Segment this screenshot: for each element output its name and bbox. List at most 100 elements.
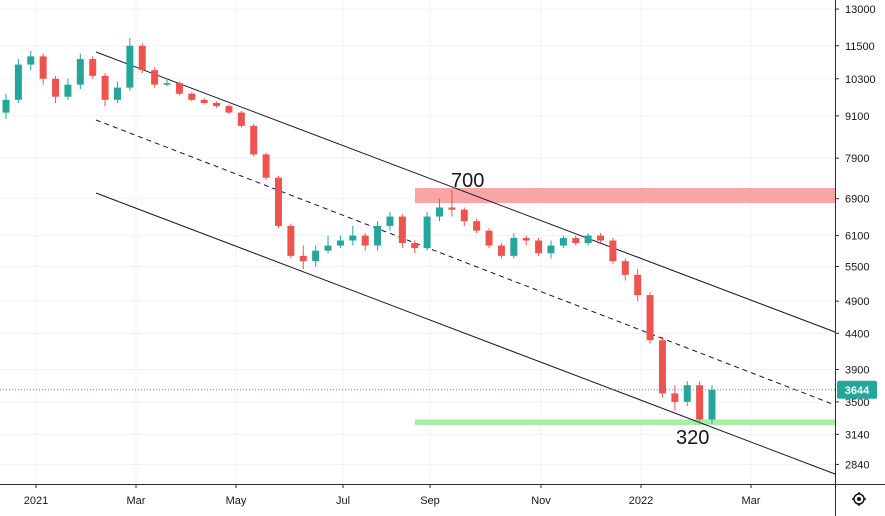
candle-body [200, 99, 208, 103]
candle-body [101, 75, 109, 100]
candle-body [287, 225, 295, 256]
candle-body [188, 93, 196, 100]
candle-body [460, 209, 468, 222]
candle-body [299, 255, 307, 262]
candle-body [151, 70, 159, 85]
candle-body [597, 235, 605, 241]
settings-gear-icon[interactable] [852, 492, 866, 506]
x-tick-label: Mar [742, 495, 761, 507]
candle-body [634, 274, 642, 296]
candle-body [547, 245, 555, 254]
candle-body [27, 56, 35, 65]
candle-body [696, 385, 704, 420]
candle-body [683, 385, 691, 402]
candle-body [39, 56, 47, 79]
candle-body [262, 154, 270, 178]
candle-body [621, 261, 629, 275]
x-tick-label: Jul [336, 495, 350, 507]
candle-body [336, 240, 344, 246]
candle-body [398, 216, 406, 244]
candle-body [225, 106, 233, 113]
resistance-zone [415, 188, 835, 204]
resistance-label: 700 [451, 170, 484, 192]
y-tick-label: 3900 [845, 364, 869, 376]
support-label: 320 [676, 427, 709, 449]
price-channel [95, 51, 836, 475]
y-tick-label: 3500 [845, 397, 869, 409]
candle-body [274, 177, 282, 226]
x-tick-label: May [226, 495, 247, 507]
x-tick-label: Mar [127, 495, 146, 507]
y-tick-label: 5500 [845, 262, 869, 274]
candle-body [349, 235, 357, 241]
candle-body [374, 225, 382, 246]
candle-body [572, 238, 580, 244]
candle-body [522, 238, 530, 241]
y-tick-label: 11500 [845, 41, 875, 53]
y-tick-label: 13000 [845, 4, 876, 16]
candle-body [423, 216, 431, 249]
candle-body [138, 45, 146, 71]
candle-body [250, 125, 258, 155]
candle-body [658, 340, 666, 394]
candle-body [14, 64, 22, 100]
candle-body [448, 207, 456, 210]
candle-body [76, 59, 84, 85]
candle-body [52, 78, 60, 97]
candle-body [473, 221, 481, 231]
x-tick-label: 2022 [629, 495, 653, 507]
candle-body [126, 45, 134, 88]
annotations: 700 320 [451, 170, 709, 449]
candle-body [324, 245, 332, 251]
y-tick-label: 9100 [845, 111, 869, 123]
y-tick-label: 3140 [845, 429, 869, 441]
channel-median-line [95, 119, 836, 406]
y-tick-label: 2840 [845, 459, 869, 471]
y-tick-label: 6100 [845, 231, 869, 243]
candle-body [361, 235, 369, 246]
y-tick-label: 4400 [845, 328, 869, 340]
candle-body [559, 238, 567, 246]
candle-body [237, 112, 245, 126]
candle-body [671, 393, 679, 402]
candle-body [646, 295, 654, 341]
y-axis-ticks: 13000 11500 10300 9100 7900 6900 6100 5500 4900 4… [835, 4, 876, 471]
current-price-badge-box [837, 380, 877, 399]
zones [415, 188, 835, 425]
candle-body [535, 240, 543, 254]
candle-body [497, 245, 505, 256]
x-tick-label: Nov [531, 495, 551, 507]
candle-body [2, 99, 10, 113]
candle-body [485, 230, 493, 246]
candle-body [584, 235, 592, 244]
candle-body [64, 84, 72, 97]
y-tick-label: 6900 [845, 194, 869, 206]
x-axis-ticks: 2021 Mar May Jul Sep Nov 2022 Mar [24, 484, 761, 507]
candle-body [386, 216, 394, 226]
y-tick-label: 10300 [845, 74, 876, 86]
candle-body [436, 207, 444, 217]
x-tick-label: 2021 [24, 495, 48, 507]
support-zone [415, 419, 835, 425]
candle-body [89, 59, 97, 76]
x-tick-label: Sep [420, 495, 440, 507]
y-tick-label: 7900 [845, 153, 869, 165]
candle-body [609, 240, 617, 262]
current-price-label: 3644 [845, 385, 870, 397]
current-price-badge: 3644 [837, 380, 877, 399]
channel-lower-line [95, 192, 836, 475]
candles [2, 38, 716, 425]
candle-body [708, 389, 716, 420]
channel-upper-line [95, 51, 836, 333]
y-tick-label: 4900 [845, 296, 869, 308]
candle-body [312, 250, 320, 262]
candle-body [411, 243, 419, 249]
candle-body [213, 102, 221, 107]
candle-body [163, 83, 171, 85]
candle-body [113, 87, 121, 100]
candle-body [175, 83, 183, 94]
candle-body [510, 238, 518, 256]
